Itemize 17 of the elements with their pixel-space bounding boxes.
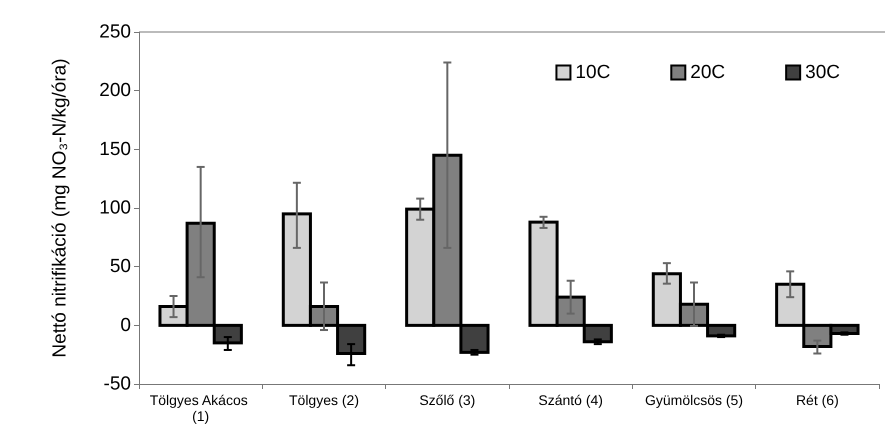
y-tick-label: 0 (120, 314, 131, 336)
x-tick-label: Gyümölcsös (5) (644, 392, 744, 408)
legend-label: 10C (575, 62, 610, 83)
y-tick-label: 100 (99, 198, 131, 218)
y-tick-label: -50 (104, 374, 131, 394)
y-axis-title: Nettó nitrifikáció (mg NO₃-N/kg/óra) (50, 58, 70, 358)
x-tick-label: Szántó (4) (538, 392, 603, 408)
legend-label: 20C (690, 62, 726, 83)
y-tick-label: 150 (99, 138, 131, 160)
x-tick-label: Szőlő (3) (419, 392, 476, 408)
legend-label: 30C (805, 62, 840, 83)
y-tick-label: 250 (99, 22, 131, 42)
y-tick-label: 200 (99, 80, 131, 102)
x-tick-label: Rét (6) (796, 392, 839, 408)
x-tick-label: Tölgyes Akácos (1) (150, 392, 252, 424)
y-tick-label: 50 (110, 256, 131, 278)
x-tick-label: Tölgyes (2) (288, 392, 360, 408)
